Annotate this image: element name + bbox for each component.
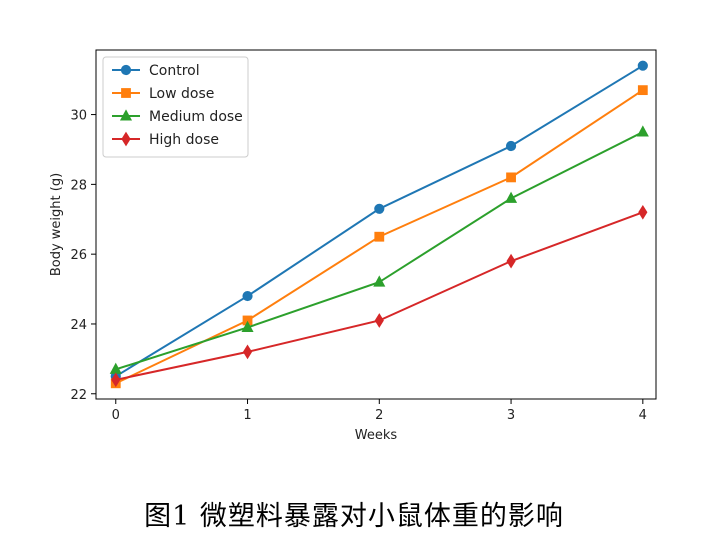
y-tick-label: 24 <box>70 318 87 333</box>
x-tick-label: 1 <box>243 408 251 423</box>
legend-marker <box>120 64 132 76</box>
x-tick-label: 2 <box>375 408 383 423</box>
legend-marker <box>121 88 131 98</box>
data-point <box>505 140 517 152</box>
data-point <box>373 275 386 287</box>
data-point <box>242 290 253 302</box>
data-point <box>637 60 648 71</box>
axis-ticks: 0 1 2 3 4 22 24 26 28 30 <box>70 109 647 423</box>
legend-box <box>102 56 249 158</box>
x-tick-label: 0 <box>112 408 120 423</box>
legend-entry: Low dose <box>112 86 214 102</box>
series-control <box>110 60 648 382</box>
series-layer <box>109 60 649 389</box>
data-point <box>505 191 518 203</box>
x-tick-label: 4 <box>639 408 647 423</box>
legend-entry: High dose <box>112 131 219 148</box>
legend-label: Control <box>149 63 200 79</box>
y-axis-label: Body weight (g) <box>49 173 64 276</box>
series-line <box>115 131 644 371</box>
legend-label: High dose <box>149 132 219 148</box>
legend-entry: Control <box>112 63 200 79</box>
series-high-dose <box>111 204 648 388</box>
legend-label: Medium dose <box>149 109 243 125</box>
y-tick-label: 22 <box>70 388 87 403</box>
data-point <box>374 203 385 214</box>
data-point <box>242 344 253 360</box>
data-point <box>111 372 121 388</box>
data-point <box>637 85 648 96</box>
figure-caption: 图1 微塑料暴露对小鼠体重的影响 <box>144 501 564 532</box>
data-point <box>506 172 516 183</box>
data-point <box>638 204 648 220</box>
series-medium-dose <box>109 125 649 374</box>
legend-entry: Medium dose <box>112 109 243 125</box>
y-tick-label: 30 <box>70 109 87 124</box>
data-point <box>374 231 385 242</box>
x-axis-label: Weeks <box>355 428 398 443</box>
legend-label: Low dose <box>149 86 214 102</box>
y-tick-label: 28 <box>70 178 87 193</box>
legend: Control Low dose Medium dose High dose <box>102 56 249 158</box>
data-point <box>374 313 384 328</box>
y-tick-label: 26 <box>70 248 87 263</box>
legend-marker <box>121 131 131 147</box>
data-point <box>506 253 516 269</box>
data-point <box>241 320 254 332</box>
x-tick-label: 3 <box>507 408 515 423</box>
legend-marker <box>119 109 133 121</box>
line-chart: 0 1 2 3 4 22 24 26 28 30 Weeks Body weight (g) Co… <box>49 49 657 443</box>
data-point <box>636 125 649 137</box>
plot-area-frame <box>95 49 657 400</box>
